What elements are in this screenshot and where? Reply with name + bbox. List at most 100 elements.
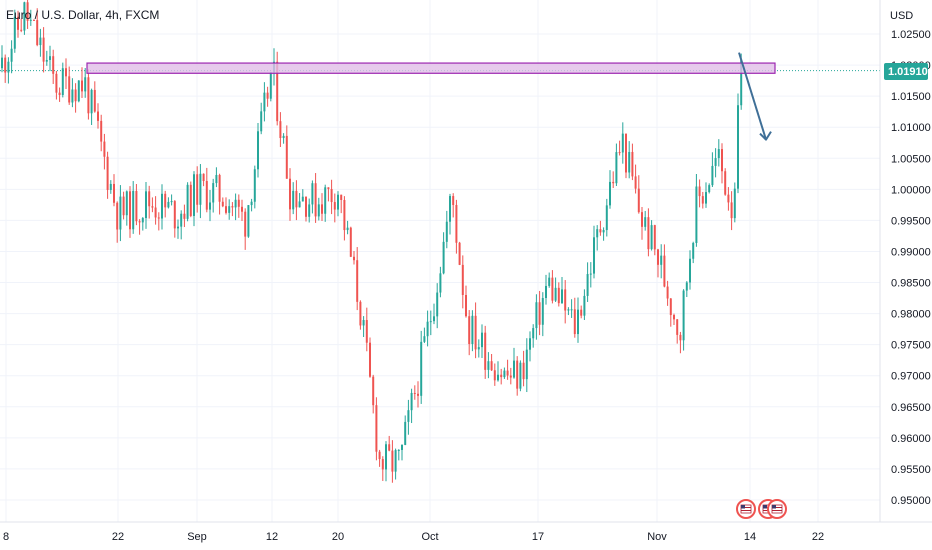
candle bbox=[225, 197, 227, 215]
candle bbox=[724, 168, 727, 196]
candle bbox=[378, 449, 381, 467]
candle bbox=[45, 50, 48, 66]
candle bbox=[570, 299, 573, 318]
candle bbox=[458, 241, 461, 266]
candle bbox=[29, 9, 32, 26]
candle bbox=[10, 40, 13, 74]
forecast-arrow[interactable] bbox=[738, 52, 767, 140]
candle bbox=[631, 143, 634, 181]
time-axis-ticks: 8 22 Sep 12 20 Oct 17 Nov 14 22 bbox=[3, 531, 824, 543]
resistance-zone[interactable] bbox=[86, 62, 776, 74]
candle bbox=[461, 255, 464, 309]
candle bbox=[90, 88, 93, 125]
price-tick-label: 0.97500 bbox=[891, 340, 931, 352]
candle bbox=[151, 197, 154, 213]
price-tick-label: 0.95000 bbox=[891, 495, 931, 507]
price-axis-panel[interactable] bbox=[880, 0, 932, 522]
candle bbox=[285, 125, 288, 179]
candle bbox=[381, 456, 384, 481]
candle bbox=[717, 139, 720, 167]
candle bbox=[23, 1, 26, 35]
candle bbox=[71, 78, 74, 108]
candle bbox=[564, 280, 567, 324]
candle bbox=[721, 143, 723, 184]
event-flags[interactable] bbox=[736, 499, 787, 519]
candle bbox=[4, 54, 7, 83]
candle bbox=[170, 194, 173, 206]
candle bbox=[711, 152, 714, 187]
candle bbox=[580, 305, 583, 319]
time-tick-label: Nov bbox=[647, 531, 667, 543]
candle bbox=[301, 189, 304, 202]
time-axis-panel[interactable] bbox=[0, 522, 932, 550]
candle bbox=[324, 184, 327, 222]
candle bbox=[551, 270, 554, 304]
candle bbox=[487, 352, 490, 379]
candle bbox=[484, 325, 487, 379]
candle bbox=[52, 49, 55, 84]
candle bbox=[554, 277, 557, 302]
candle bbox=[205, 167, 208, 213]
candle bbox=[106, 151, 109, 199]
candle bbox=[333, 193, 336, 223]
candle bbox=[401, 444, 403, 461]
candle bbox=[634, 164, 637, 194]
candle bbox=[519, 360, 522, 392]
candle bbox=[641, 207, 643, 240]
candle bbox=[295, 180, 298, 221]
candle bbox=[673, 313, 675, 325]
candle bbox=[189, 181, 192, 218]
time-tick-label: 22 bbox=[112, 531, 124, 543]
us-flag-event-icon[interactable] bbox=[767, 499, 787, 519]
candle bbox=[503, 367, 506, 379]
candle bbox=[154, 196, 157, 225]
candle bbox=[676, 319, 679, 344]
candle bbox=[337, 191, 339, 217]
candle bbox=[196, 166, 199, 213]
candle bbox=[193, 171, 195, 227]
candle bbox=[455, 199, 458, 254]
current-price-label: 1.01910 bbox=[888, 66, 928, 78]
candle bbox=[685, 281, 688, 298]
candle bbox=[525, 338, 528, 393]
candle bbox=[423, 327, 426, 344]
candle bbox=[589, 262, 592, 288]
time-tick-label: 12 bbox=[266, 531, 278, 543]
candle bbox=[135, 183, 138, 226]
candle bbox=[369, 337, 371, 378]
candle bbox=[209, 190, 211, 222]
candle bbox=[93, 81, 96, 113]
candle bbox=[545, 274, 547, 305]
annotations[interactable] bbox=[86, 52, 776, 141]
candle bbox=[468, 310, 471, 356]
candle bbox=[241, 199, 243, 222]
candle bbox=[548, 272, 551, 288]
candle bbox=[426, 310, 429, 347]
candle bbox=[365, 307, 368, 352]
candle bbox=[125, 190, 128, 226]
candle bbox=[657, 248, 659, 278]
candle bbox=[618, 140, 621, 156]
price-tick-label: 0.99500 bbox=[891, 215, 931, 227]
candle bbox=[445, 210, 448, 249]
candle bbox=[522, 350, 525, 387]
candle bbox=[609, 170, 611, 209]
candle bbox=[413, 385, 416, 400]
candle bbox=[490, 354, 493, 371]
candle bbox=[669, 298, 672, 327]
candle bbox=[7, 57, 10, 84]
candle bbox=[129, 186, 131, 238]
candle bbox=[132, 181, 135, 234]
candle bbox=[708, 183, 711, 194]
candle bbox=[353, 251, 355, 265]
candle bbox=[1, 45, 3, 73]
candle bbox=[391, 440, 394, 483]
candle bbox=[647, 208, 650, 257]
candle bbox=[234, 193, 237, 221]
candle bbox=[122, 191, 125, 220]
candle bbox=[698, 179, 701, 208]
candle bbox=[397, 449, 400, 461]
candle bbox=[701, 191, 704, 209]
us-flag-event-icon[interactable] bbox=[736, 499, 756, 519]
